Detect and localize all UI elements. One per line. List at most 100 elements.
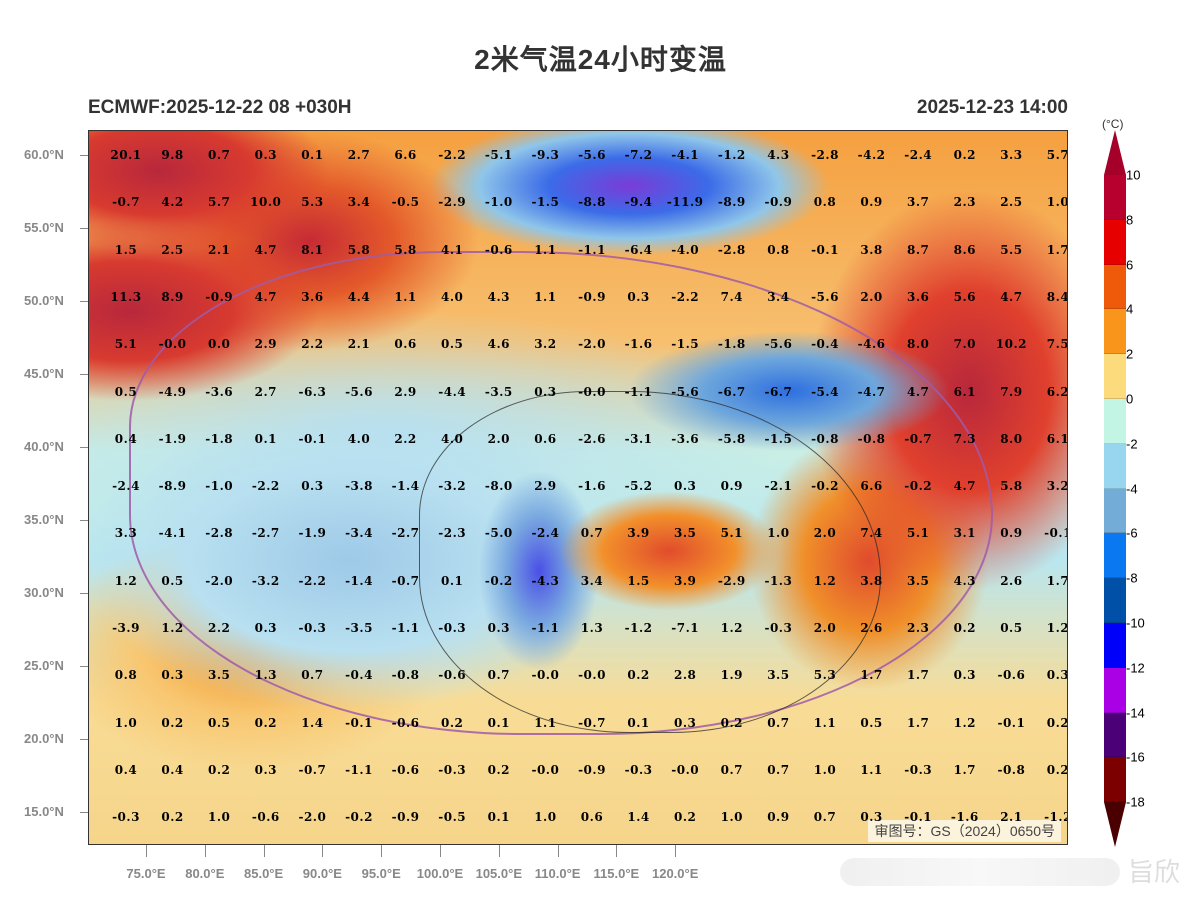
grid-value: 0.5 [1000, 621, 1023, 635]
grid-value: 1.7 [1046, 573, 1068, 588]
grid-value: -2.9 [717, 573, 746, 588]
grid-value: -0.9 [578, 762, 606, 777]
grid-value: -0.0 [671, 762, 700, 777]
grid-value: -11.9 [666, 195, 704, 210]
grid-value: 5.8 [394, 242, 417, 257]
grid-value: 0.8 [767, 242, 790, 257]
grid-value: -0.1 [345, 715, 373, 730]
grid-value: -2.7 [391, 526, 420, 541]
colorbar-segment [1104, 667, 1126, 713]
grid-value: 5.3 [301, 195, 324, 210]
grid-value: 2.9 [254, 337, 277, 352]
grid-value: 1.0 [114, 715, 138, 730]
colorbar-label: -16 [1126, 749, 1145, 765]
grid-value: 0.3 [673, 479, 697, 494]
grid-value: 1.5 [627, 573, 650, 588]
watermark-bar [840, 858, 1120, 886]
grid-value: 3.9 [627, 526, 650, 541]
grid-value: 0.4 [161, 762, 184, 777]
grid-value: 3.8 [860, 573, 883, 588]
grid-value: 1.1 [534, 715, 557, 730]
grid-value: 10.2 [995, 337, 1028, 352]
grid-value: -3.2 [438, 479, 467, 494]
grid-value: 0.2 [254, 715, 277, 730]
grid-value: -0.0 [531, 668, 560, 683]
grid-value: -2.8 [717, 242, 746, 257]
grid-value: 5.1 [114, 337, 138, 352]
grid-value: 3.2 [534, 337, 557, 352]
grid-value: 0.1 [627, 715, 650, 730]
colorbar-label: 8 [1126, 212, 1134, 228]
grid-value: -0.2 [345, 810, 373, 825]
grid-value: 7.0 [953, 337, 976, 352]
grid-value: 0.9 [1000, 526, 1023, 541]
grid-value: -0.4 [345, 668, 373, 683]
grid-value: 0.2 [1046, 715, 1068, 730]
colorbar-top-arrow [1104, 130, 1126, 175]
grid-value: 4.7 [953, 479, 976, 494]
grid-value: 0.7 [813, 810, 837, 825]
grid-value: 11.3 [110, 289, 142, 304]
grid-value: -0.0 [531, 762, 560, 777]
grid-value: -0.3 [112, 810, 140, 825]
grid-value: 0.3 [301, 479, 324, 494]
latitude-tick-label: 40.0°N [24, 439, 64, 454]
grid-value: 4.3 [953, 573, 976, 588]
longitude-tick-mark [498, 845, 500, 857]
grid-value: -5.2 [624, 479, 653, 494]
grid-value: 4.6 [487, 337, 510, 352]
grid-value: -4.0 [671, 242, 700, 257]
grid-value: -0.2 [811, 479, 839, 494]
grid-value: -1.5 [531, 195, 560, 210]
grid-value: 0.1 [487, 715, 510, 730]
colorbar-label: 10 [1126, 167, 1141, 183]
grid-value: 0.2 [720, 715, 743, 730]
grid-value: -3.1 [624, 431, 653, 446]
grid-value: 3.5 [767, 668, 790, 683]
colorbar-label: -10 [1126, 615, 1145, 631]
grid-value: 7.5 [1046, 337, 1068, 352]
colorbar-segment [1104, 309, 1126, 355]
grid-value: 6.6 [394, 148, 417, 162]
grid-value: -4.1 [671, 148, 700, 162]
longitude-tick-label: 120.0°E [651, 866, 699, 881]
latitude-tick-mark [80, 812, 88, 813]
grid-value: 0.2 [161, 810, 184, 825]
grid-value: 3.2 [1046, 479, 1068, 494]
grid-value: 0.8 [114, 668, 138, 683]
grid-value: 0.5 [207, 715, 231, 730]
longitude-tick-mark [263, 845, 265, 857]
grid-value: -0.7 [112, 195, 140, 210]
grid-value: -1.5 [671, 337, 700, 352]
grid-value: 1.0 [534, 810, 557, 825]
grid-value: 5.8 [1000, 479, 1023, 494]
latitude-tick-mark [80, 739, 88, 740]
grid-value: 2.0 [813, 526, 837, 541]
grid-value: 2.0 [860, 289, 883, 304]
grid-value: 3.3 [1000, 148, 1023, 162]
grid-value: -2.8 [811, 148, 839, 162]
grid-value: -1.9 [298, 526, 327, 541]
grid-value: -1.2 [1044, 810, 1067, 825]
grid-value: 7.9 [1000, 384, 1023, 399]
colorbar-label: 4 [1126, 301, 1134, 317]
grid-value: 2.1 [1000, 810, 1023, 825]
grid-value: -8.0 [484, 479, 513, 494]
grid-value: -4.2 [857, 148, 886, 162]
grid-value: 1.1 [860, 762, 883, 777]
grid-value: -0.0 [578, 384, 606, 399]
grid-value: 0.2 [207, 762, 231, 777]
grid-value: -1.8 [717, 337, 746, 352]
grid-value: 0.2 [1046, 762, 1068, 777]
grid-value: -0.6 [391, 762, 420, 777]
grid-value: 0.1 [440, 573, 464, 588]
grid-value: -2.1 [764, 479, 793, 494]
grid-value: 0.3 [254, 621, 277, 635]
longitude-tick-mark [322, 845, 324, 857]
grid-value: -2.0 [205, 573, 234, 588]
grid-value: 4.4 [347, 289, 371, 304]
colorbar-label: -14 [1126, 705, 1145, 721]
grid-value: -1.5 [764, 431, 793, 446]
grid-value: -5.6 [671, 384, 700, 399]
latitude-tick-label: 20.0°N [24, 731, 64, 746]
